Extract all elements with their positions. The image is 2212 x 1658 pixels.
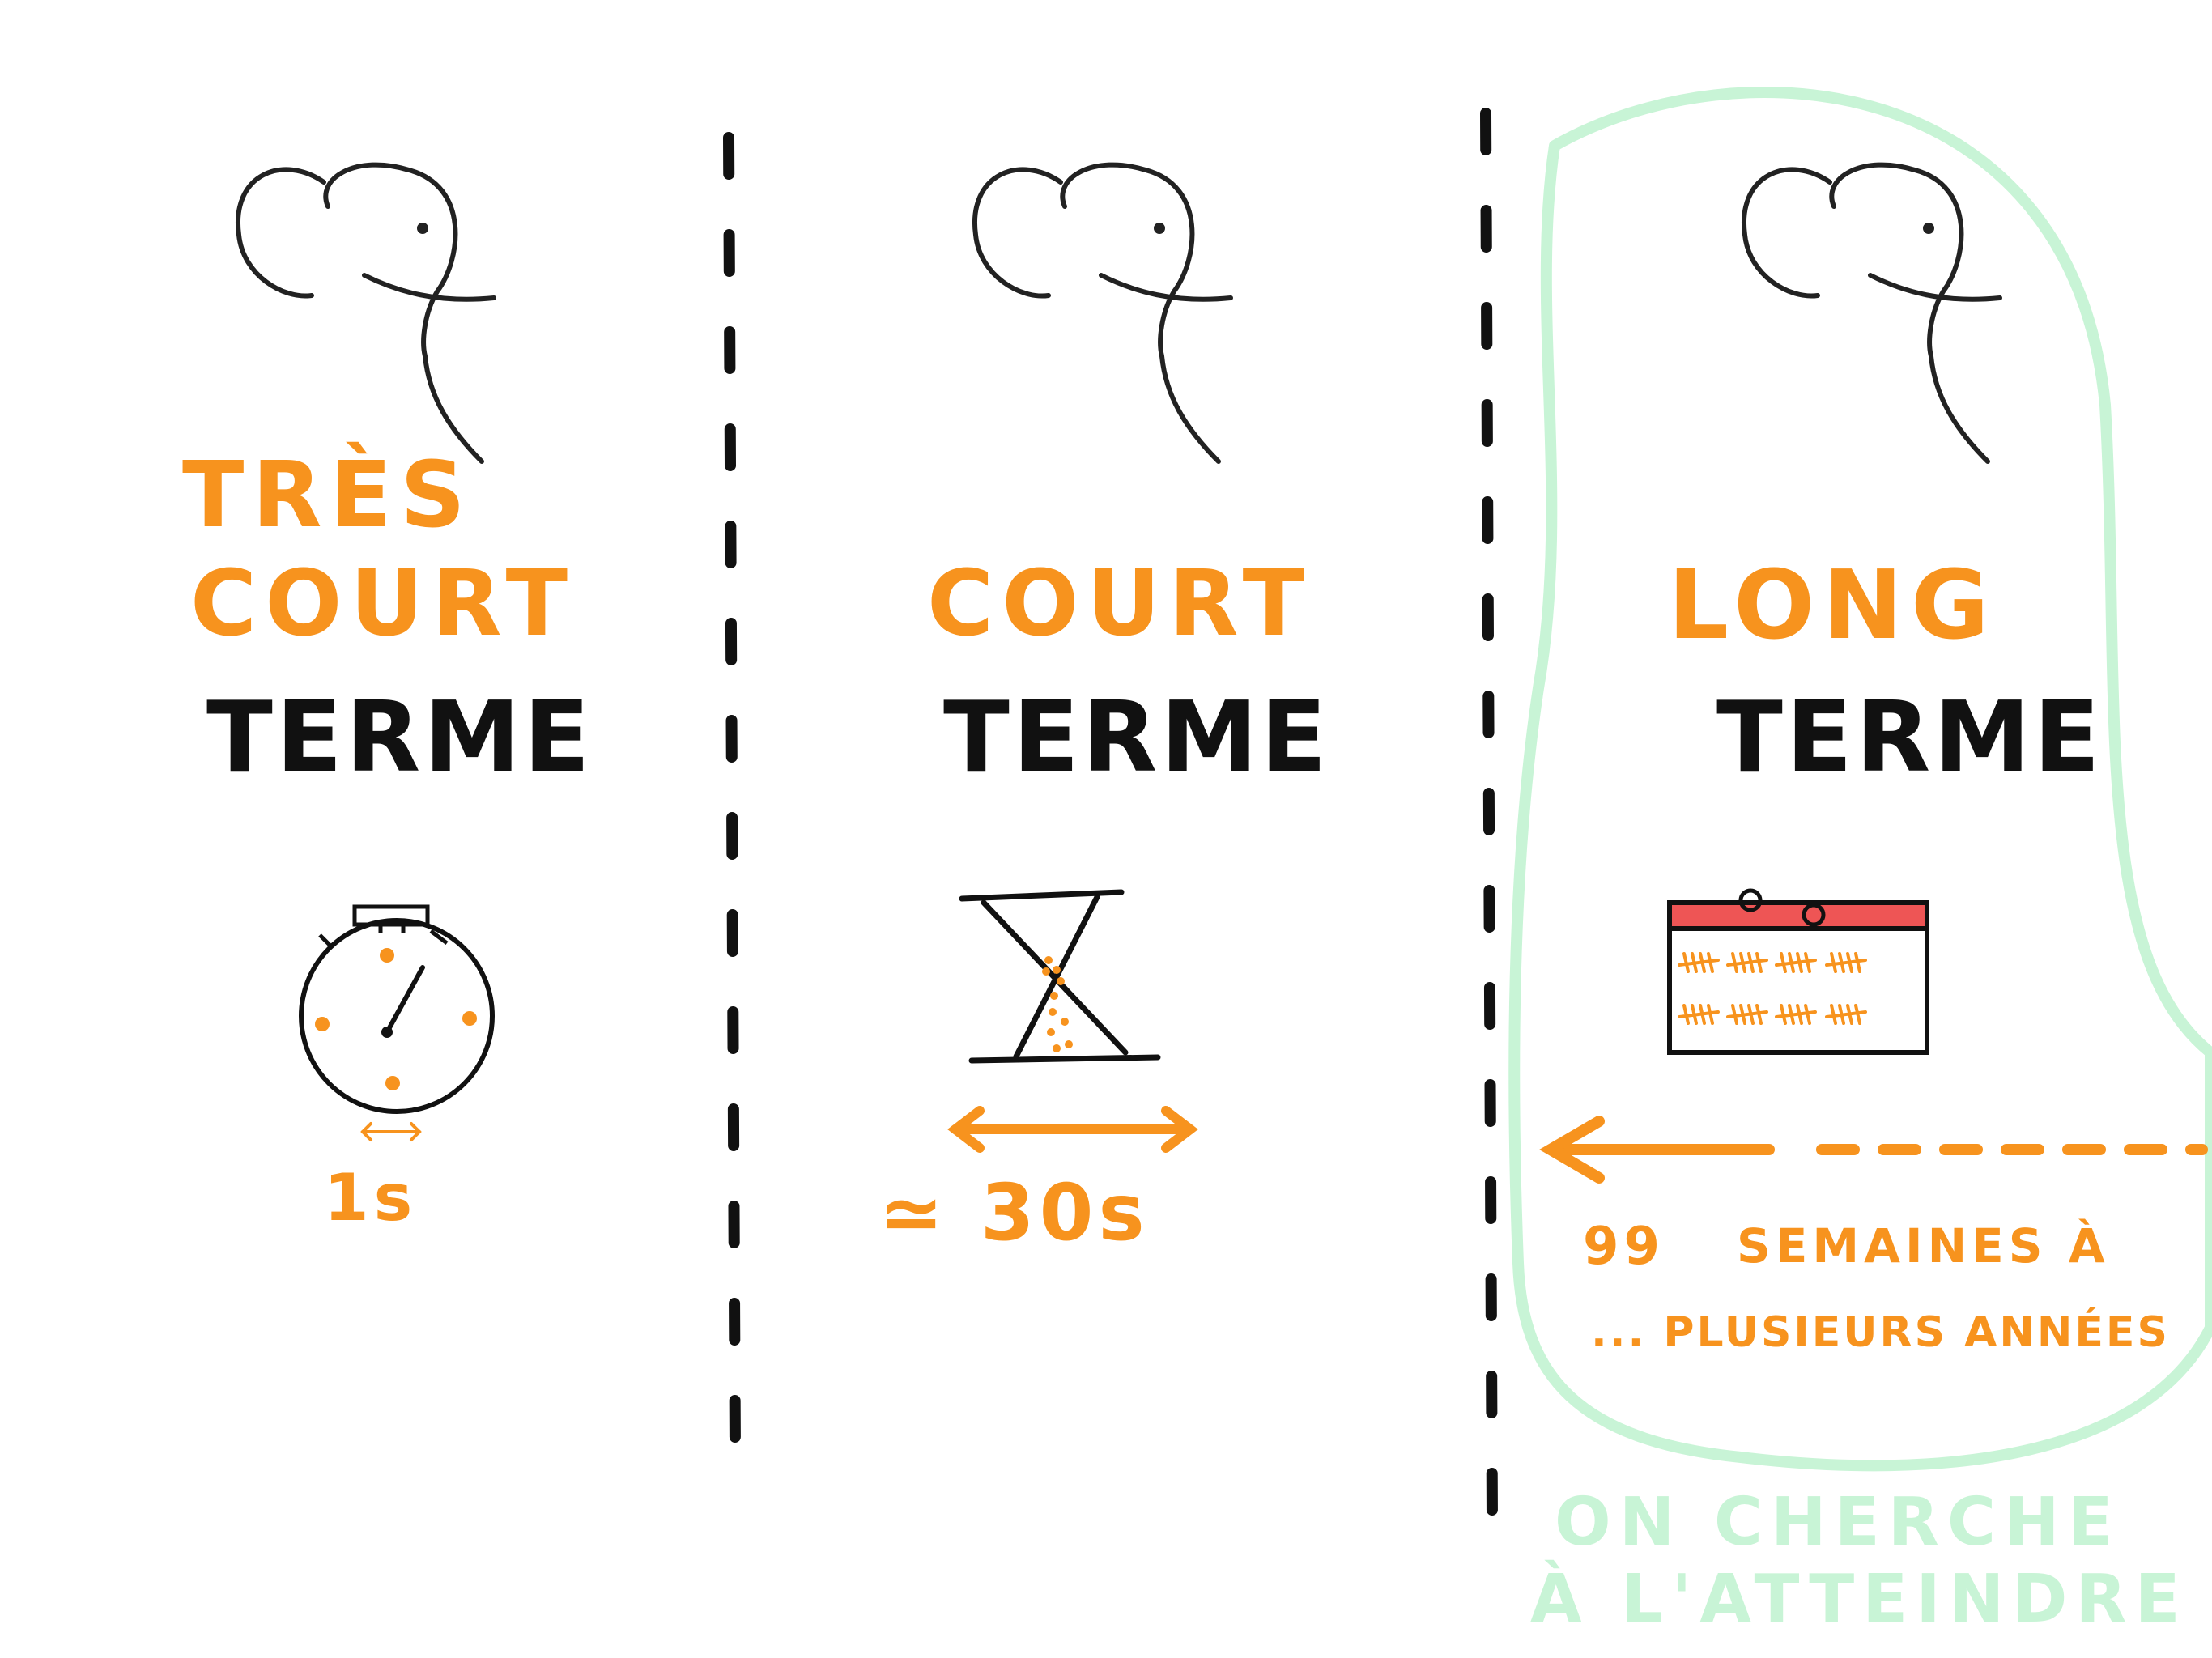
column-1-duration: 1s [324, 1160, 418, 1235]
elephant-icon [235, 162, 496, 464]
goal-line-1: ON CHERCHE [1555, 1484, 2121, 1561]
column-1-title-line-1: TRÈS [182, 443, 474, 548]
separator-line-2 [1480, 108, 1498, 1528]
duration-arrow-small [360, 1122, 422, 1141]
column-1-title-line-2: COURT [190, 551, 576, 657]
column-3-range-end: ... PLUSIEURS ANNÉES [1591, 1308, 2170, 1357]
elephant-icon [972, 162, 1233, 464]
column-2-title: COURT [927, 551, 1312, 657]
column-3-term: TERME [1716, 682, 2104, 794]
column-2-term: TERME [943, 682, 1330, 794]
long-term-highlight-outline [1508, 87, 2212, 1472]
calendar-icon [1667, 888, 1929, 1055]
column-1-term: TERME [206, 682, 593, 794]
duration-arrow-large [947, 1106, 1198, 1153]
separator-line-1 [723, 132, 741, 1463]
column-3-range-text: SEMAINES À [1737, 1218, 2110, 1273]
column-3-title: LONG [1668, 549, 1997, 661]
long-term-dashed-arrow [1539, 1116, 2208, 1184]
elephant-icon [1741, 162, 2002, 464]
hourglass-icon [959, 889, 1161, 1064]
column-2-duration: ≃ 30s [878, 1167, 1150, 1258]
column-3-range-start: 99 [1583, 1217, 1665, 1277]
goal-line-2: À L'ATTEINDRE [1530, 1561, 2189, 1638]
stopwatch-icon [299, 904, 495, 1114]
